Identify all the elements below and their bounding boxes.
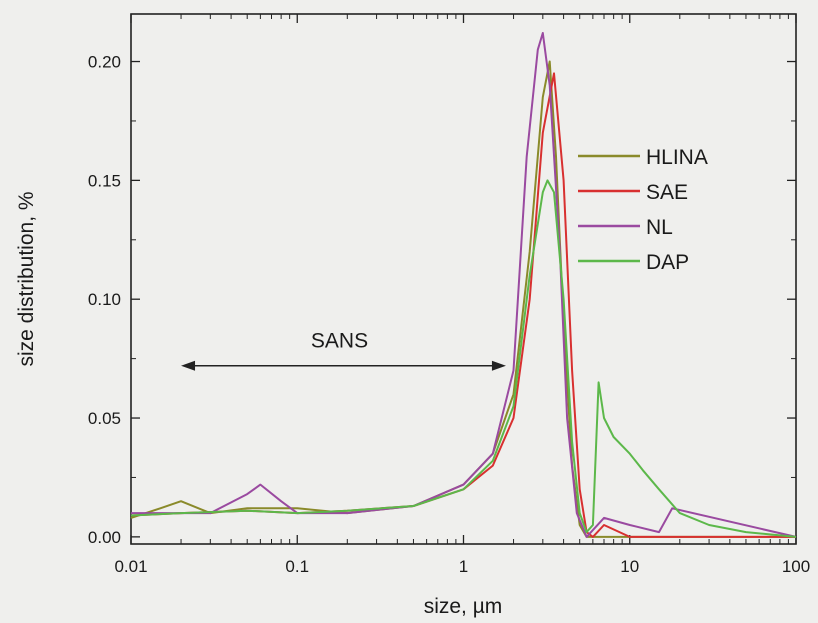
y-tick-label: 0.00 bbox=[88, 528, 121, 547]
sans-annotation: SANS bbox=[181, 330, 506, 371]
y-axis-title: size distribution, % bbox=[15, 191, 38, 366]
x-tick-label: 10 bbox=[620, 557, 639, 576]
series-line-hlina bbox=[130, 60, 796, 538]
x-tick-label: 0.1 bbox=[285, 557, 309, 576]
legend-label: DAP bbox=[646, 251, 689, 274]
sans-arrow-head-right bbox=[491, 360, 506, 371]
tick-labels: 0.01 0.1 1 10 100 0.00 0.05 0.10 0.15 0.20 bbox=[88, 53, 810, 576]
axis-ticks bbox=[130, 14, 797, 544]
legend: HLINA SAE NL DAP bbox=[578, 146, 708, 274]
series-line-nl bbox=[131, 32, 797, 538]
sans-arrow-head-left bbox=[181, 360, 196, 371]
y-tick-label: 0.10 bbox=[88, 290, 121, 309]
plot-area bbox=[130, 13, 797, 545]
x-tick-label: 1 bbox=[459, 557, 468, 576]
x-tick-label: 0.01 bbox=[114, 557, 147, 576]
y-tick-label: 0.15 bbox=[88, 171, 121, 190]
y-tick-label: 0.20 bbox=[88, 53, 121, 72]
legend-label: SAE bbox=[646, 181, 688, 204]
legend-label: NL bbox=[646, 216, 673, 239]
x-axis-title: size, µm bbox=[424, 595, 503, 618]
x-tick-label: 100 bbox=[782, 557, 810, 576]
legend-label: HLINA bbox=[646, 146, 708, 169]
data-series bbox=[130, 32, 797, 538]
sans-label: SANS bbox=[311, 330, 368, 353]
y-tick-label: 0.05 bbox=[88, 409, 121, 428]
series-line-dap bbox=[130, 179, 797, 538]
